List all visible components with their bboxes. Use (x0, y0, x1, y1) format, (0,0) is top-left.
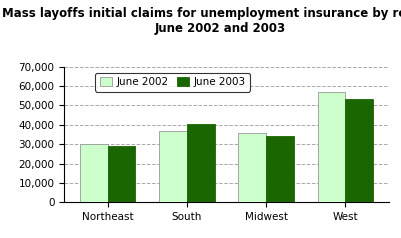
Bar (239, 133, 266, 202)
Bar (80, 144, 108, 202)
Bar (187, 124, 215, 202)
Legend: June 2002, June 2003: June 2002, June 2003 (95, 73, 249, 92)
Bar (266, 136, 294, 202)
Bar (159, 131, 187, 202)
Text: Mass layoffs initial claims for unemployment insurance by region,
June 2002 and : Mass layoffs initial claims for unemploy… (2, 7, 401, 35)
Bar (108, 146, 136, 202)
Bar (318, 92, 345, 202)
Bar (345, 99, 373, 202)
